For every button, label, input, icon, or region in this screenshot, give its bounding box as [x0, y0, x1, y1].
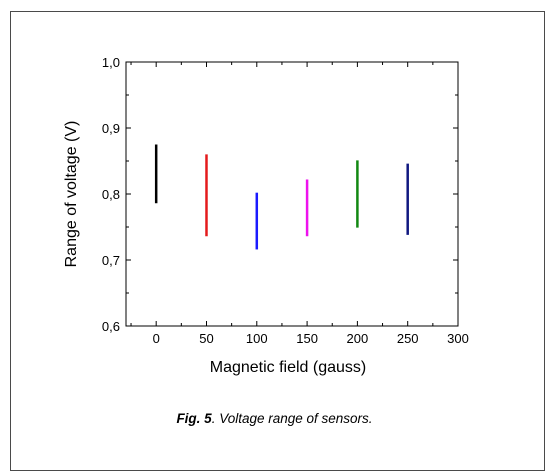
y-tick-label: 0,9 [102, 121, 120, 136]
y-tick-label: 0,8 [102, 187, 120, 202]
x-tick-label: 100 [246, 331, 268, 346]
x-axis-label: Magnetic field (gauss) [210, 359, 367, 376]
y-axis-label: Range of voltage (V) [63, 121, 80, 268]
y-tick-label: 1,0 [102, 55, 120, 70]
x-tick-label: 250 [397, 331, 419, 346]
figure-caption-text: . Voltage range of sensors. [211, 411, 373, 426]
x-tick-label: 0 [153, 331, 160, 346]
chart-axes: 0 50 100 150 200 250 300 0,6 0,7 0,8 0,9 1,0 [102, 55, 469, 346]
figure-caption-label: Fig. 5 [176, 411, 212, 426]
x-tick-label: 150 [296, 331, 318, 346]
y-tick-label: 0,6 [102, 319, 120, 334]
y-tick-label: 0,7 [102, 253, 120, 268]
chart: 0 50 100 150 200 250 300 0,6 0,7 0,8 0,9 1,0 Magnet… [63, 55, 469, 376]
x-tick-label: 200 [347, 331, 369, 346]
x-tick-label: 300 [447, 331, 469, 346]
figure-caption: Fig. 5. Voltage range of sensors. [0, 411, 549, 426]
x-tick-label: 50 [199, 331, 213, 346]
chart-marks [154, 144, 409, 250]
